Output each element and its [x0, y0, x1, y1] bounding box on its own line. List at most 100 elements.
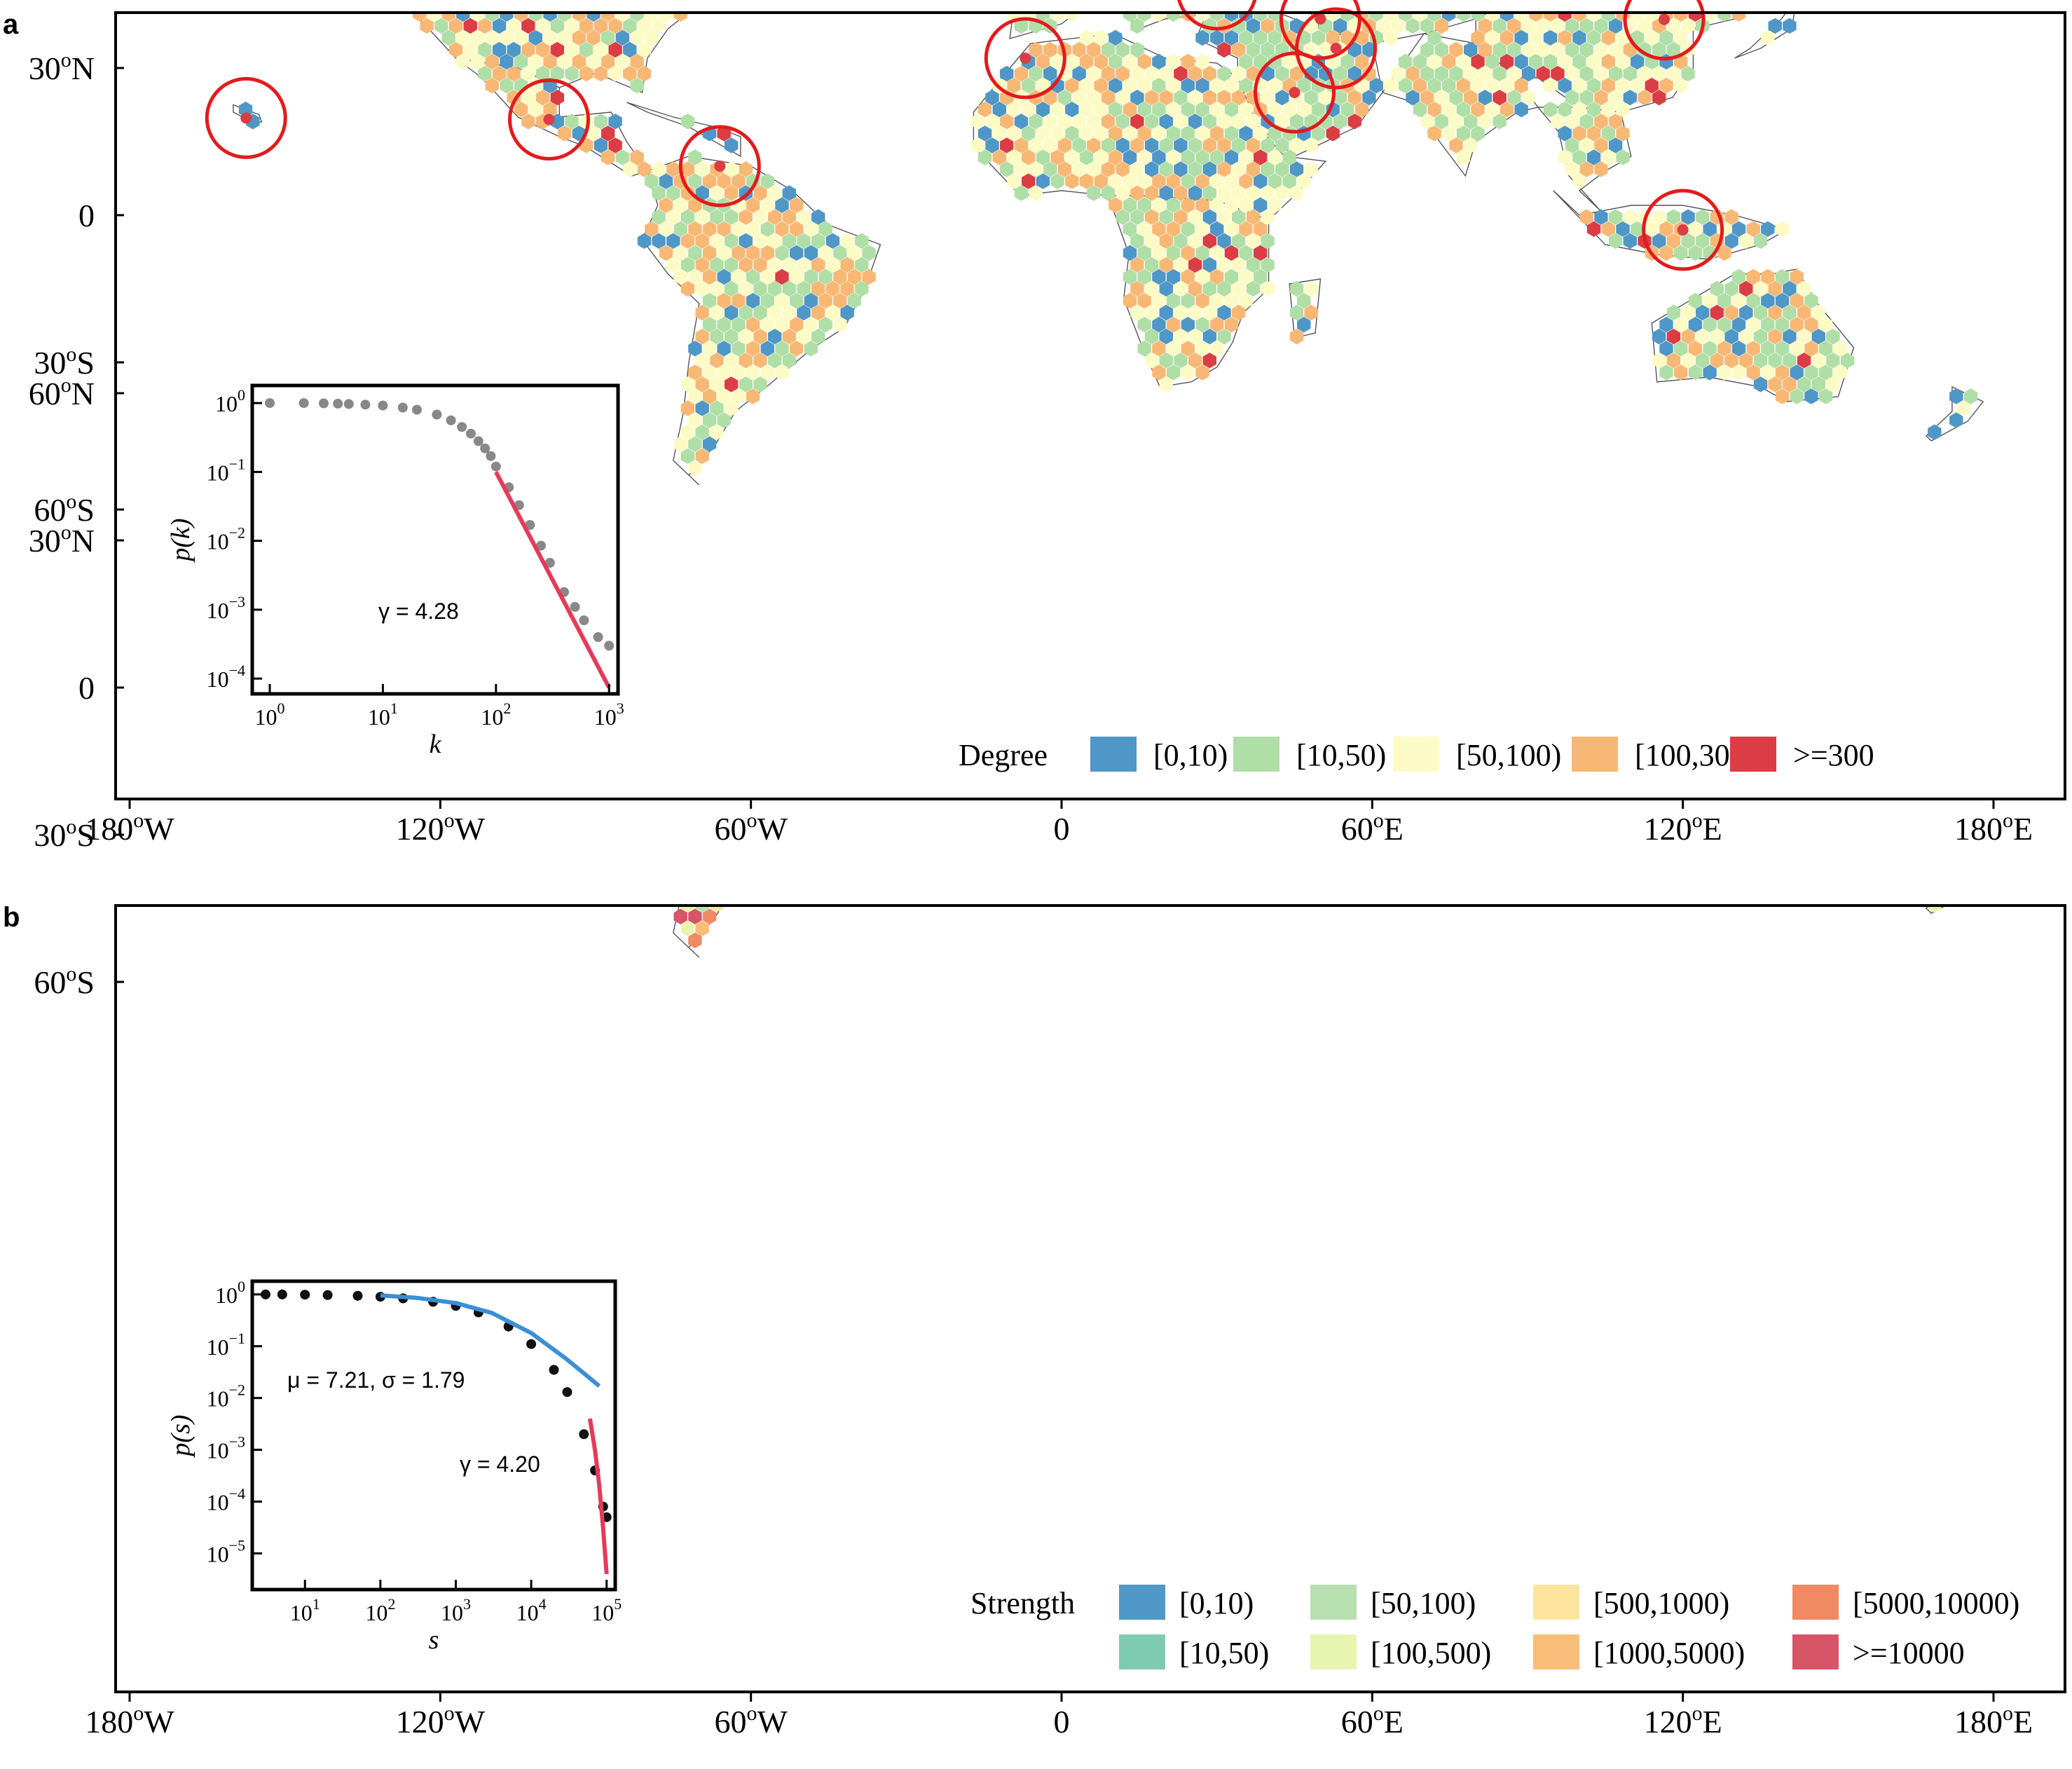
- map-b-frame: [114, 904, 2066, 1693]
- x-tick-label: 102: [481, 699, 511, 730]
- x-tick-label: 105: [591, 1595, 622, 1625]
- legend-label: [10,50): [1179, 1636, 1269, 1670]
- degree-distribution-inset: 100 101 102 103 100 10−1 10−2 10−3 10−4 k p(k) γ = …: [166, 360, 636, 781]
- y-tick-label: 10−2: [207, 1381, 245, 1412]
- x-axis-label: s: [429, 1625, 439, 1655]
- strength-legend: Strength [0,10) [10,50) [50,100) [100,500) [5…: [970, 1585, 2019, 1670]
- legend-label: [1000,5000): [1593, 1636, 1745, 1670]
- data-point: [261, 1289, 270, 1299]
- map-b-axes: 60oN 30oN 0 30oS 60oS 180oW 120oW 60oW 0 60oE 120o…: [29, 374, 2033, 1740]
- y-axis-label: p(s): [166, 1414, 195, 1458]
- data-point: [525, 520, 535, 530]
- x-tick-label: 103: [594, 699, 624, 730]
- hexbin-layer-1: [434, 13, 1978, 464]
- lat-tick-label: 30oS: [34, 343, 95, 381]
- lat-tick-label: 60oN: [29, 374, 95, 411]
- lon-tick-label: 180oE: [1954, 809, 2033, 847]
- lat-tick-label: 30oN: [29, 521, 95, 559]
- lat-tick-label: 0: [78, 670, 95, 706]
- legend-swatch: [1119, 1585, 1165, 1620]
- map-a-frame: [114, 11, 2066, 800]
- y-tick-label: 100: [215, 1278, 245, 1308]
- legend-label: >=10000: [1853, 1636, 1965, 1670]
- coastline-middle-east: [1196, 481, 1383, 629]
- data-point: [604, 641, 615, 651]
- hub-dot: [1315, 13, 1326, 25]
- x-tick-label: 102: [365, 1595, 395, 1625]
- hexbin-layer-2: [427, 13, 1970, 476]
- lon-tick-label: 120oE: [1644, 809, 1722, 847]
- inset-frame: [250, 383, 620, 696]
- data-point: [466, 428, 476, 439]
- data-point: [480, 443, 490, 453]
- panel-a-letter: a: [3, 9, 19, 40]
- data-point: [593, 632, 603, 642]
- hexbin-layer-2: [695, 906, 709, 913]
- y-axis-label: p(k): [166, 518, 195, 563]
- data-point: [343, 399, 354, 409]
- data-point: [536, 540, 546, 551]
- hub-circle: [508, 78, 590, 160]
- data-point: [549, 1365, 559, 1375]
- hub-circle: [984, 17, 1066, 100]
- hub-dot: [240, 112, 252, 124]
- data-point: [570, 601, 580, 612]
- data-point: [526, 1339, 537, 1349]
- y-tick-label: 10−4: [207, 1484, 245, 1515]
- data-point: [412, 404, 422, 415]
- strength-distribution-inset: 101 102 103 104 105 100 10−1 10−2 10−3 10−4 10−5 s p…: [166, 1256, 633, 1676]
- data-point: [300, 1290, 310, 1300]
- y-tick-label: 10−4: [207, 662, 245, 692]
- data-point: [562, 1387, 572, 1398]
- lat-tick-label: 60oS: [34, 490, 95, 528]
- hub-dot: [1659, 13, 1670, 25]
- lat-tick-label: 60oS: [34, 962, 95, 1000]
- legend-label: [0,10): [1153, 738, 1228, 772]
- hub-dot: [1020, 53, 1031, 64]
- land-hexbins-b: [414, 310, 1984, 958]
- hub-dot: [1289, 87, 1301, 98]
- data-point: [579, 615, 589, 626]
- y-tick-label: 100: [215, 386, 245, 416]
- lat-tick-label: 30oN: [29, 48, 95, 86]
- coastline-africa-north: [973, 506, 1325, 692]
- data-point: [333, 398, 343, 409]
- data-point: [490, 461, 501, 472]
- hub-circle: [678, 125, 761, 207]
- legend-title: Degree: [959, 738, 1048, 772]
- coastline-south-america: [673, 906, 723, 958]
- legend-swatch: [1119, 1634, 1165, 1669]
- data-point: [579, 1429, 589, 1440]
- data-point: [265, 398, 275, 409]
- lognormal-annotation: μ = 7.21, σ = 1.79: [287, 1367, 465, 1393]
- hub-circles: [205, 0, 1724, 271]
- coastline-russia: [1269, 310, 1984, 467]
- y-tick-label: 10−5: [207, 1536, 245, 1566]
- lon-tick-label: 120oE: [1644, 1702, 1722, 1740]
- legend-label: >=300: [1793, 738, 1874, 772]
- inset-background: [242, 360, 636, 781]
- coastline-outline-3: [414, 310, 518, 344]
- legend-label: [10,50): [1296, 738, 1386, 772]
- legend-label: [100,500): [1371, 1636, 1491, 1670]
- hub-circle: [1254, 51, 1336, 134]
- coastline-madagascar: [1289, 278, 1322, 339]
- coastline-outline-1: [938, 362, 989, 374]
- hub-circle: [1642, 189, 1724, 271]
- coastline-indonesia: [1553, 663, 1787, 732]
- map-a-axes: 60oN 30oN 0 30oS 60oS 180oW 120oW 60oW 0 60oE 120o…: [29, 48, 2033, 847]
- legend-swatch: [1572, 737, 1618, 772]
- inset-frame: [250, 1279, 617, 1592]
- data-point: [473, 436, 483, 446]
- lon-tick-label: 60oW: [714, 809, 788, 847]
- hexbin-layer-6: [688, 908, 717, 948]
- y-tick-label: 10−1: [207, 1330, 245, 1360]
- legend-swatch: [1393, 737, 1439, 772]
- legend-swatch: [1310, 1634, 1357, 1669]
- data-point: [299, 398, 309, 409]
- hub-circle: [1623, 0, 1706, 61]
- data-point: [322, 1290, 333, 1300]
- lon-tick-label: 120oW: [396, 809, 486, 847]
- hub-circle: [205, 76, 287, 159]
